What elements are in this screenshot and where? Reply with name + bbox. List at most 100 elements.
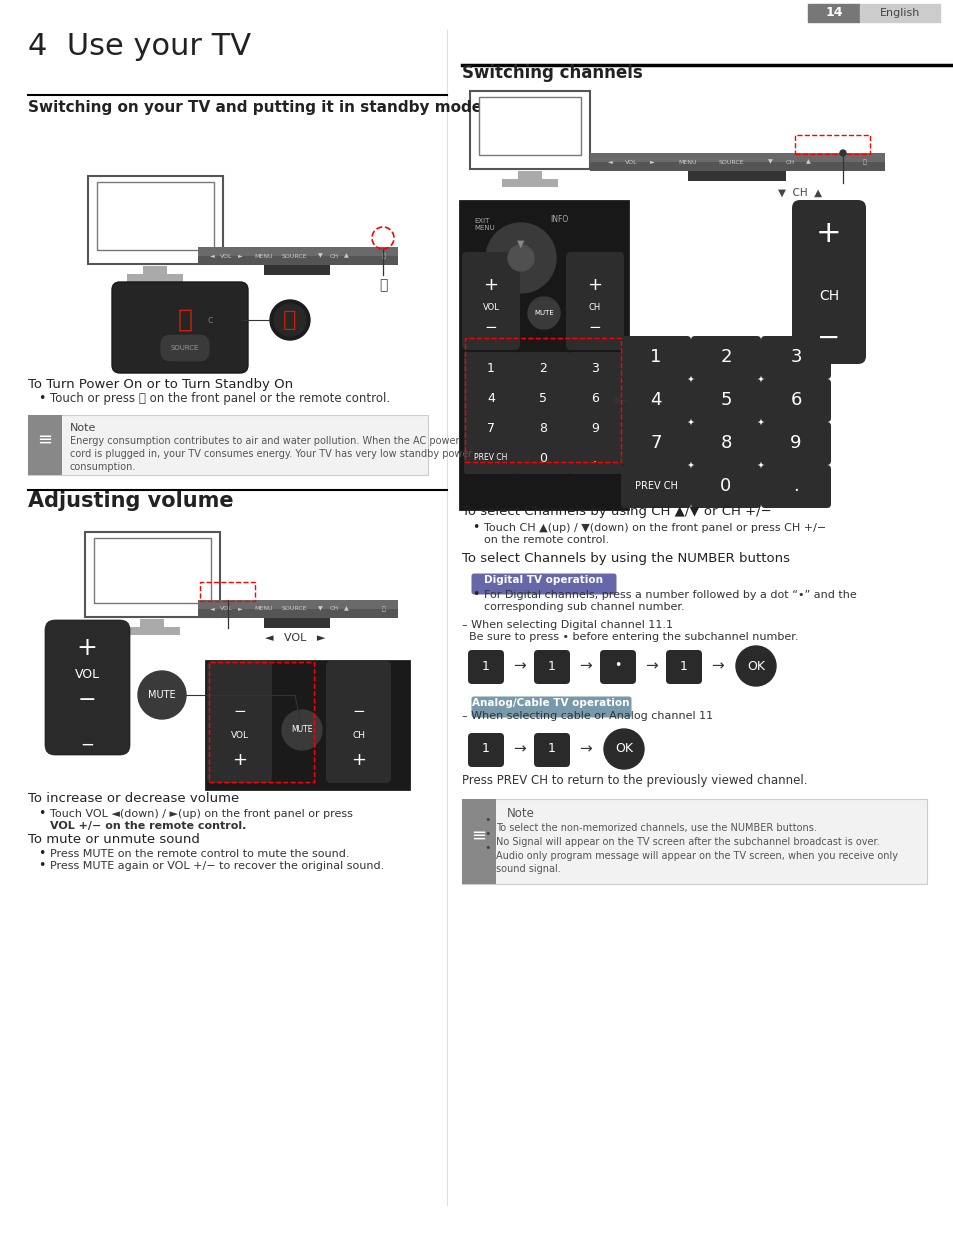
Text: To select Channels by using the NUMBER buttons: To select Channels by using the NUMBER b… [461,552,789,564]
FancyBboxPatch shape [565,252,623,350]
Text: No Signal will appear on the TV screen after the subchannel broadcast is over.: No Signal will appear on the TV screen a… [496,837,879,847]
FancyBboxPatch shape [620,379,690,422]
Bar [264,618,330,629]
Bar [461,799,496,884]
Text: To mute or unmute sound: To mute or unmute sound [28,832,200,846]
Text: corresponding sub channel number.: corresponding sub channel number. [483,601,684,613]
Text: ▼: ▼ [517,240,524,249]
FancyBboxPatch shape [463,382,517,414]
FancyBboxPatch shape [207,661,272,783]
FancyBboxPatch shape [516,412,569,445]
Text: +: + [587,275,602,294]
Text: MUTE: MUTE [534,310,554,316]
Circle shape [138,671,186,719]
FancyBboxPatch shape [760,466,830,508]
Text: VOL: VOL [74,668,99,682]
FancyBboxPatch shape [112,282,248,373]
Bar [807,4,859,22]
Text: 2: 2 [538,362,546,374]
FancyBboxPatch shape [567,382,621,414]
Text: ≡: ≡ [471,827,486,845]
Text: 7: 7 [650,433,661,452]
Text: Adjusting volume: Adjusting volume [28,492,233,511]
Text: ▼: ▼ [767,159,772,164]
Bar [127,274,183,282]
Bar [205,659,410,790]
Text: CH: CH [785,159,795,164]
FancyBboxPatch shape [620,336,690,379]
Text: ▼: ▼ [317,253,322,258]
Text: VOL: VOL [231,730,249,740]
Text: – When selecting Digital channel 11.1: – When selecting Digital channel 11.1 [461,620,672,630]
Text: 3: 3 [789,348,801,366]
FancyBboxPatch shape [690,466,760,508]
Text: CH: CH [329,253,338,258]
Text: →: → [579,741,592,757]
Text: MENU: MENU [254,253,273,258]
Text: Be sure to press • before entering the subchannel number.: Be sure to press • before entering the s… [461,632,798,642]
FancyBboxPatch shape [463,442,517,474]
FancyBboxPatch shape [599,650,636,684]
Text: 4: 4 [487,391,495,405]
Text: To increase or decrease volume: To increase or decrease volume [28,792,239,805]
Text: •: • [483,815,490,825]
FancyBboxPatch shape [760,379,830,422]
Text: •: • [483,829,490,839]
Text: →: → [645,658,658,673]
Text: 8: 8 [538,421,546,435]
Bar [589,153,884,162]
FancyBboxPatch shape [468,650,503,684]
Circle shape [614,396,619,403]
FancyBboxPatch shape [516,352,569,384]
Text: CH: CH [588,304,600,312]
Text: •: • [38,391,46,405]
FancyBboxPatch shape [620,466,690,508]
Text: 1: 1 [481,659,490,673]
FancyBboxPatch shape [461,252,519,350]
Text: .: . [593,452,597,464]
Text: OK: OK [746,659,764,673]
Text: To select Channels by using CH ▲/▼ or CH +/−: To select Channels by using CH ▲/▼ or CH… [461,505,771,517]
Text: ⏻: ⏻ [382,606,385,611]
Text: OK: OK [615,742,633,756]
Text: VOL: VOL [624,159,637,164]
Bar [198,600,397,618]
Bar [28,415,62,475]
Text: Touch VOL ◄(down) / ►(up) on the front panel or press: Touch VOL ◄(down) / ►(up) on the front p… [50,809,353,819]
Text: ⏻: ⏻ [382,253,385,259]
Text: •: • [614,659,621,673]
Text: 1: 1 [547,659,556,673]
Text: 4: 4 [650,391,661,409]
Bar [461,799,926,884]
Text: 6: 6 [591,391,598,405]
Text: ▲: ▲ [805,159,810,164]
Text: MUTE: MUTE [148,690,175,700]
Text: SOURCE: SOURCE [171,345,199,351]
Bar [88,177,223,264]
Text: 14: 14 [824,6,841,20]
FancyBboxPatch shape [516,382,569,414]
Text: •: • [472,521,478,534]
Text: Digital TV operation: Digital TV operation [484,576,603,585]
Text: 0: 0 [538,452,546,464]
Text: CH: CH [352,730,365,740]
Text: 1: 1 [547,742,556,756]
Text: Switching on your TV and putting it in standby mode: Switching on your TV and putting it in s… [28,100,481,115]
Bar [794,135,869,154]
Text: ►: ► [237,606,242,611]
Circle shape [485,224,556,293]
FancyBboxPatch shape [463,412,517,445]
Text: →: → [579,658,592,673]
Bar [198,247,397,256]
Text: ⏻: ⏻ [378,278,387,291]
Text: 9: 9 [789,433,801,452]
Text: ▲: ▲ [343,253,348,258]
Text: ≡: ≡ [37,431,52,450]
FancyBboxPatch shape [534,734,569,767]
FancyBboxPatch shape [690,379,760,422]
Circle shape [735,646,775,685]
Text: – When selecting cable or Analog channel 11: – When selecting cable or Analog channel… [461,711,713,721]
Text: 1: 1 [650,348,661,366]
Text: ◄: ◄ [210,606,214,611]
FancyBboxPatch shape [468,734,503,767]
